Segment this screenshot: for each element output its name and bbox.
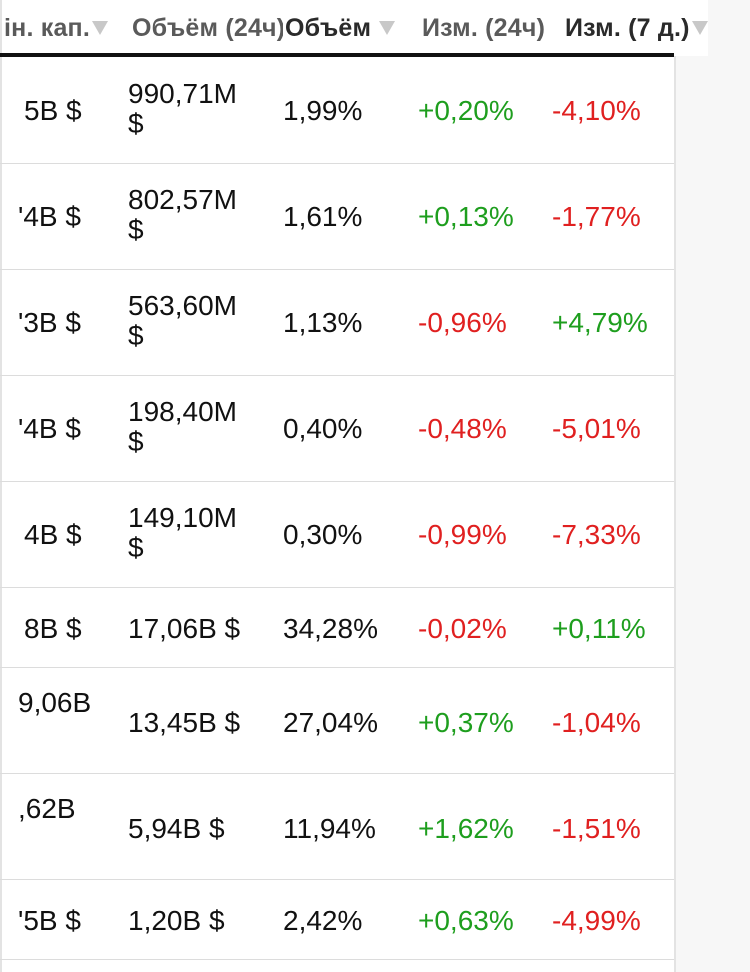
- change-24h-cell: +1,62%: [418, 813, 514, 844]
- change-7d-cell: +0,11%: [552, 613, 646, 644]
- header-volume-24h[interactable]: Объём (24ч): [132, 0, 285, 56]
- header-change-24h[interactable]: Изм. (24ч): [422, 0, 545, 56]
- table-row[interactable]: 8B $ 17,06B $ 34,28% -0,02% +0,11%: [0, 587, 674, 668]
- volume-24h-cell: 13,45B $: [128, 707, 241, 738]
- volume-24h-cell: 5,94B $: [128, 813, 225, 844]
- market-cap-cell: '3B $: [18, 307, 81, 338]
- table-row[interactable]: 4B $ 149,10M $ 0,30% -0,99% -7,33%: [0, 481, 674, 588]
- volume-24h-cell: 198,40M $: [128, 396, 237, 457]
- change-7d-cell: -1,04%: [552, 707, 641, 738]
- filter-icon[interactable]: [379, 21, 396, 35]
- header-market-cap-label: ін. кап.: [4, 13, 90, 42]
- header-change-24h-label: Изм. (24ч): [422, 13, 546, 42]
- volume-share-cell: 0,40%: [283, 413, 363, 444]
- header-market-cap[interactable]: ін. кап.: [4, 0, 108, 56]
- change-7d-cell: -4,10%: [552, 95, 641, 126]
- header-change-7d-label: Изм. (7 д.): [565, 13, 690, 42]
- market-cap-cell: 5B $: [24, 95, 82, 126]
- header-volume-share[interactable]: Объём: [283, 0, 396, 56]
- market-cap-cell: 4B $: [24, 519, 82, 550]
- header-volume-share-label: Объём: [285, 13, 372, 42]
- change-24h-cell: +0,13%: [418, 201, 514, 232]
- filter-icon[interactable]: [691, 21, 708, 35]
- volume-share-cell: 34,28%: [283, 613, 378, 644]
- volume-24h-cell: 149,10M $: [128, 502, 237, 563]
- table-header: ін. кап. Объём (24ч) Объём Изм. (24ч) Из…: [0, 0, 750, 57]
- market-cap-cell: 8B $: [24, 613, 82, 644]
- volume-24h-cell: 802,57M $: [128, 184, 237, 245]
- volume-share-cell: 2,42%: [283, 905, 363, 936]
- volume-24h-cell: 563,60M $: [128, 290, 237, 351]
- filter-icon[interactable]: [92, 21, 108, 35]
- market-cap-cell: 9,06B: [18, 687, 92, 718]
- table-row[interactable]: '4B $ 802,57M $ 1,61% +0,13% -1,77%: [0, 163, 674, 270]
- market-cap-cell: '5B $: [18, 905, 81, 936]
- change-7d-cell: -1,51%: [552, 813, 641, 844]
- table-row[interactable]: '3B $ 563,60M $ 1,13% -0,96% +4,79%: [0, 269, 674, 376]
- volume-share-cell: 27,04%: [283, 707, 378, 738]
- change-7d-cell: -4,99%: [552, 905, 641, 936]
- table-row[interactable]: 9,06B 13,45B $ 27,04% +0,37% -1,04%: [0, 667, 674, 774]
- market-cap-cell: '4B $: [18, 201, 81, 232]
- change-24h-cell: -0,02%: [418, 613, 507, 644]
- change-7d-cell: -5,01%: [552, 413, 641, 444]
- change-24h-cell: +0,63%: [418, 905, 514, 936]
- volume-24h-cell: 1,20B $: [128, 905, 225, 936]
- volume-share-cell: 1,13%: [283, 307, 363, 338]
- volume-share-cell: 11,94%: [283, 813, 376, 844]
- side-panel: [676, 0, 750, 972]
- market-cap-cell: ,62B: [18, 793, 76, 824]
- volume-share-cell: 1,61%: [283, 201, 363, 232]
- change-24h-cell: +0,20%: [418, 95, 514, 126]
- change-24h-cell: -0,48%: [418, 413, 507, 444]
- change-7d-cell: -7,33%: [552, 519, 641, 550]
- change-24h-cell: -0,99%: [418, 519, 507, 550]
- table-left-border: [0, 0, 2, 972]
- table-row[interactable]: 5B $ 990,71M $ 1,99% +0,20% -4,10%: [0, 57, 674, 164]
- table-row[interactable]: '5B $ 1,20B $ 2,42% +0,63% -4,99%: [0, 879, 674, 960]
- change-24h-cell: +0,37%: [418, 707, 514, 738]
- table-row[interactable]: '4B $ 198,40M $ 0,40% -0,48% -5,01%: [0, 375, 674, 482]
- volume-24h-cell: 990,71M $: [128, 78, 237, 139]
- table-right-border: [674, 0, 676, 972]
- change-7d-cell: +4,79%: [552, 307, 648, 338]
- volume-share-cell: 1,99%: [283, 95, 363, 126]
- header-volume-24h-label: Объём (24ч): [132, 13, 286, 42]
- change-24h-cell: -0,96%: [418, 307, 507, 338]
- volume-share-cell: 0,30%: [283, 519, 363, 550]
- table-row[interactable]: ,62B 5,94B $ 11,94% +1,62% -1,51%: [0, 773, 674, 880]
- header-underline: [0, 53, 674, 57]
- change-7d-cell: -1,77%: [552, 201, 641, 232]
- header-change-7d[interactable]: Изм. (7 д.): [565, 0, 708, 56]
- market-cap-cell: '4B $: [18, 413, 81, 444]
- volume-24h-cell: 17,06B $: [128, 613, 241, 644]
